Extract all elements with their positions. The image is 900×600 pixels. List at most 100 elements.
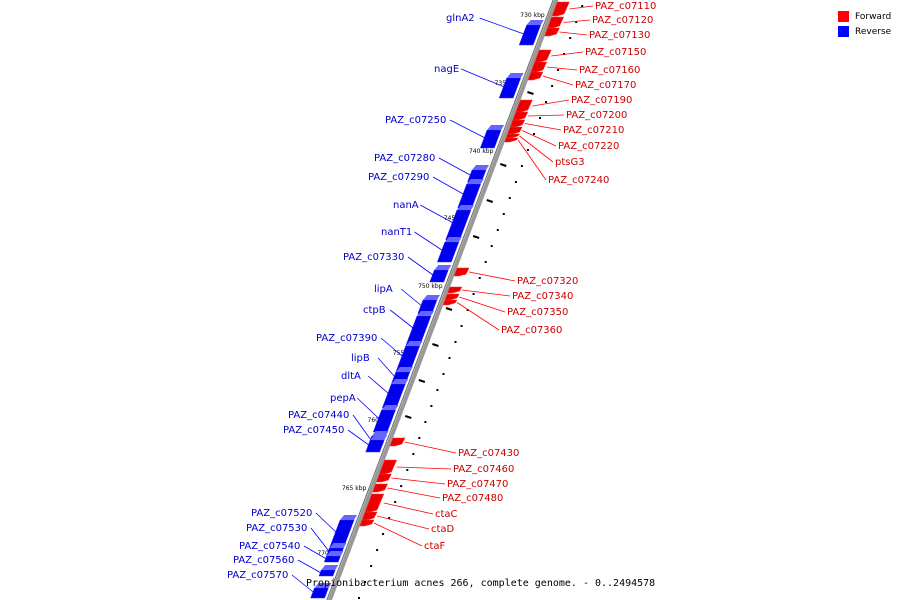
forward-gene-label[interactable]: PAZ_c07210	[563, 125, 624, 136]
scale-tick	[533, 133, 535, 135]
scale-tick	[394, 501, 397, 503]
reverse-gene-arrow	[323, 555, 341, 563]
forward-gene-label[interactable]: PAZ_c07480	[442, 493, 503, 504]
reverse-gene-label[interactable]: nanA	[393, 200, 419, 211]
forward-gene-label[interactable]: PAZ_c07190	[571, 95, 632, 106]
forward-gene-label[interactable]: PAZ_c07460	[453, 464, 514, 475]
forward-gene-leader	[546, 66, 578, 71]
scale-tick	[484, 261, 487, 263]
reverse-gene-label[interactable]: PAZ_c07560	[233, 555, 294, 566]
reverse-gene-label[interactable]: lipB	[351, 353, 370, 364]
reverse-gene-leader	[352, 414, 373, 442]
forward-gene-label[interactable]: ctaD	[431, 524, 455, 535]
reverse-gene-label[interactable]: PAZ_c07390	[316, 333, 377, 344]
reverse-gene-label[interactable]: nagE	[434, 64, 459, 75]
forward-gene-label[interactable]: PAZ_c07340	[512, 291, 573, 302]
scale-tick	[545, 101, 547, 103]
forward-gene-label[interactable]: PAZ_c07430	[458, 448, 519, 459]
reverse-gene-top	[321, 565, 339, 570]
forward-gene-leader	[468, 271, 516, 282]
forward-gene-leader	[373, 522, 423, 547]
reverse-gene-leader	[461, 68, 507, 89]
scale-tick	[478, 277, 481, 279]
forward-gene-arrow	[376, 473, 392, 483]
reverse-gene-label[interactable]: PAZ_c07290	[368, 172, 429, 183]
forward-gene-label[interactable]: PAZ_c07350	[507, 307, 568, 318]
forward-gene-label[interactable]: PAZ_c07220	[558, 141, 619, 152]
scale-tick	[502, 213, 505, 215]
reverse-gene-top	[391, 379, 409, 384]
reverse-gene-leader	[297, 559, 322, 574]
reverse-gene-label[interactable]: PAZ_c07280	[374, 153, 435, 164]
reverse-gene-top	[314, 583, 332, 588]
forward-gene-arrow	[530, 61, 548, 73]
legend-forward-label: Forward	[855, 11, 892, 22]
reverse-gene-label[interactable]: PAZ_c07530	[246, 523, 307, 534]
forward-gene-label[interactable]: PAZ_c07150	[585, 47, 646, 58]
reverse-gene-leader	[380, 337, 406, 360]
forward-gene-label[interactable]: PAZ_c07120	[592, 15, 653, 26]
scale-label: 750 kbp	[418, 283, 443, 290]
forward-gene-leader	[524, 123, 562, 131]
forward-gene-arrow	[509, 119, 526, 128]
reverse-gene-arrow	[310, 587, 329, 599]
reverse-gene-label[interactable]: ctpB	[363, 305, 386, 316]
forward-gene-label[interactable]: ctaF	[424, 541, 446, 552]
forward-gene-label[interactable]: PAZ_c07200	[566, 110, 627, 121]
forward-gene-leader	[527, 114, 565, 117]
forward-gene-leader	[542, 75, 574, 86]
forward-gene-label[interactable]: PAZ_c07110	[595, 1, 656, 12]
forward-gene-leader	[522, 130, 557, 147]
forward-gene-arrow	[544, 27, 560, 37]
reverse-gene-leader	[303, 545, 327, 560]
reverse-gene-leader	[449, 119, 488, 140]
forward-gene-label[interactable]: PAZ_c07360	[501, 325, 562, 336]
forward-gene-label[interactable]: PAZ_c07130	[589, 30, 650, 41]
scale-tick	[581, 5, 584, 7]
forward-gene-leader	[391, 477, 446, 485]
major-tick	[445, 307, 453, 311]
reverse-gene-label[interactable]: PAZ_c07250	[385, 115, 446, 126]
reverse-gene-top	[456, 205, 474, 210]
reverse-gene-leader	[414, 231, 446, 253]
reverse-gene-top	[526, 20, 544, 25]
reverse-gene-label[interactable]: PAZ_c07330	[343, 252, 404, 263]
scale-tick	[496, 229, 499, 231]
forward-gene-arrow	[551, 1, 570, 17]
reverse-gene-top	[472, 165, 490, 170]
reverse-gene-label[interactable]: PAZ_c07450	[283, 425, 344, 436]
forward-gene-arrow	[447, 286, 463, 294]
reverse-gene-leader	[432, 176, 467, 197]
scale-tick	[406, 469, 409, 471]
forward-gene-arrow	[507, 126, 523, 135]
reverse-gene-top	[466, 179, 484, 184]
reverse-gene-label[interactable]: lipA	[374, 284, 393, 295]
forward-gene-leader	[376, 515, 430, 530]
forward-gene-arrow	[379, 459, 398, 475]
reverse-gene-label[interactable]: dltA	[341, 371, 361, 382]
genome-backbone-shadow	[326, 0, 554, 600]
reverse-gene-leader	[377, 357, 397, 379]
scale-tick	[436, 389, 439, 391]
forward-gene-label[interactable]: ctaC	[435, 509, 458, 520]
forward-gene-label[interactable]: ptsG3	[555, 157, 585, 168]
reverse-gene-label[interactable]: glnA2	[446, 13, 475, 24]
reverse-gene-top	[405, 341, 423, 346]
forward-gene-label[interactable]: PAZ_c07320	[517, 276, 578, 287]
forward-gene-arrow	[361, 511, 378, 521]
reverse-gene-label[interactable]: PAZ_c07440	[288, 410, 349, 421]
forward-gene-label[interactable]: PAZ_c07470	[447, 479, 508, 490]
forward-gene-label[interactable]: PAZ_c07170	[575, 80, 636, 91]
reverse-gene-label[interactable]: pepA	[330, 393, 356, 404]
reverse-gene-label[interactable]: PAZ_c07520	[251, 508, 312, 519]
reverse-gene-leader	[310, 527, 330, 553]
reverse-gene-label[interactable]: nanT1	[381, 227, 412, 238]
forward-gene-arrow	[372, 483, 389, 493]
reverse-gene-label[interactable]: PAZ_c07570	[227, 570, 288, 581]
forward-gene-label[interactable]: PAZ_c07160	[579, 65, 640, 76]
reverse-gene-label[interactable]: PAZ_c07540	[239, 541, 300, 552]
scale-tick	[388, 517, 391, 519]
reverse-gene-top	[434, 265, 452, 270]
forward-gene-label[interactable]: PAZ_c07240	[548, 175, 609, 186]
